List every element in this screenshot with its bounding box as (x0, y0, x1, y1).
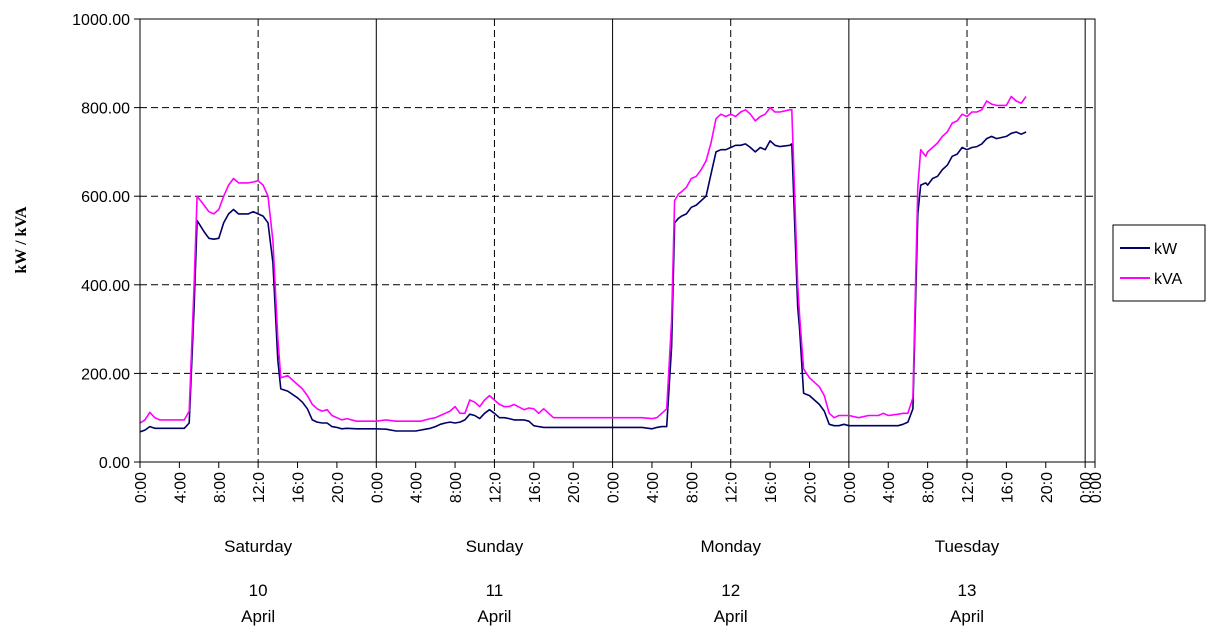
x-tick-label: 20:0 (802, 472, 819, 503)
plot-border (139, 18, 1096, 463)
x-tick-label: 8:00 (921, 472, 938, 503)
day-name-label: Tuesday (935, 537, 1000, 556)
x-tick-label: 12:0 (724, 472, 741, 503)
x-tick-label: 20:0 (1039, 472, 1056, 503)
y-tick-label: 600.00 (81, 189, 130, 206)
x-tick-label: 16:0 (527, 472, 544, 503)
series-lines (139, 95, 1027, 433)
x-tick-label: 16:0 (291, 472, 308, 503)
y-axis-label: kW / kVA (13, 206, 30, 273)
day-date-label: 10 (249, 581, 268, 600)
x-tick-label: 16:0 (999, 472, 1016, 503)
y-tick-label: 1000.00 (72, 12, 130, 29)
x-tick-label: 8:00 (448, 472, 465, 503)
x-tick-label: 20:0 (330, 472, 347, 503)
series-line-kw (139, 131, 1027, 433)
x-tick-label: 16:0 (763, 472, 780, 503)
x-tick-label: 0:00 (842, 472, 859, 503)
x-tick-label: 20:0 (566, 472, 583, 503)
day-name-label: Monday (700, 537, 761, 556)
x-tick-label: 4:00 (172, 472, 189, 503)
x-tick-label: 0:00 (133, 472, 150, 503)
x-axis: 0:00 4:00 8:00 12:0 16:0 20:0 0:00 4:00 8:00 12:0… (133, 462, 1105, 626)
legend-box (1112, 224, 1206, 302)
x-tick-label: 0:00 (1088, 472, 1105, 503)
day-month-label: April (477, 607, 511, 626)
day-date-label: 11 (486, 581, 504, 600)
plot-area (140, 19, 1095, 462)
x-tick-label: 4:00 (881, 472, 898, 503)
legend: kW kVA (1112, 224, 1206, 302)
x-tick-label: 8:00 (684, 472, 701, 503)
x-tick-label: 8:00 (212, 472, 229, 503)
y-tick-label: 200.00 (81, 366, 130, 383)
y-tick-label: 0.00 (99, 455, 130, 472)
series-line-kva (139, 95, 1027, 424)
y-axis: 0.00 200.00 400.00 600.00 800.00 1000.00 (72, 12, 140, 472)
x-tick-label: 12:0 (251, 472, 268, 503)
x-tick-label: 12:0 (960, 472, 977, 503)
day-month-label: April (950, 607, 984, 626)
day-name-label: Saturday (224, 537, 293, 556)
y-tick-label: 400.00 (81, 278, 130, 295)
y-tick-label: 800.00 (81, 101, 130, 118)
x-tick-label: 0:00 (1078, 472, 1095, 503)
day-date-label: 12 (721, 581, 740, 600)
day-month-label: April (241, 607, 275, 626)
legend-entry-label: kVA (1154, 271, 1182, 288)
x-tick-label: 0:00 (369, 472, 386, 503)
day-month-label: April (714, 607, 748, 626)
x-tick-label: 0:00 (606, 472, 623, 503)
x-tick-label: 4:00 (645, 472, 662, 503)
x-tick-label: 12:0 (487, 472, 504, 503)
legend-entry-label: kW (1154, 241, 1178, 258)
x-tick-label: 4:00 (409, 472, 426, 503)
day-date-label: 13 (958, 581, 977, 600)
day-name-label: Sunday (466, 537, 524, 556)
